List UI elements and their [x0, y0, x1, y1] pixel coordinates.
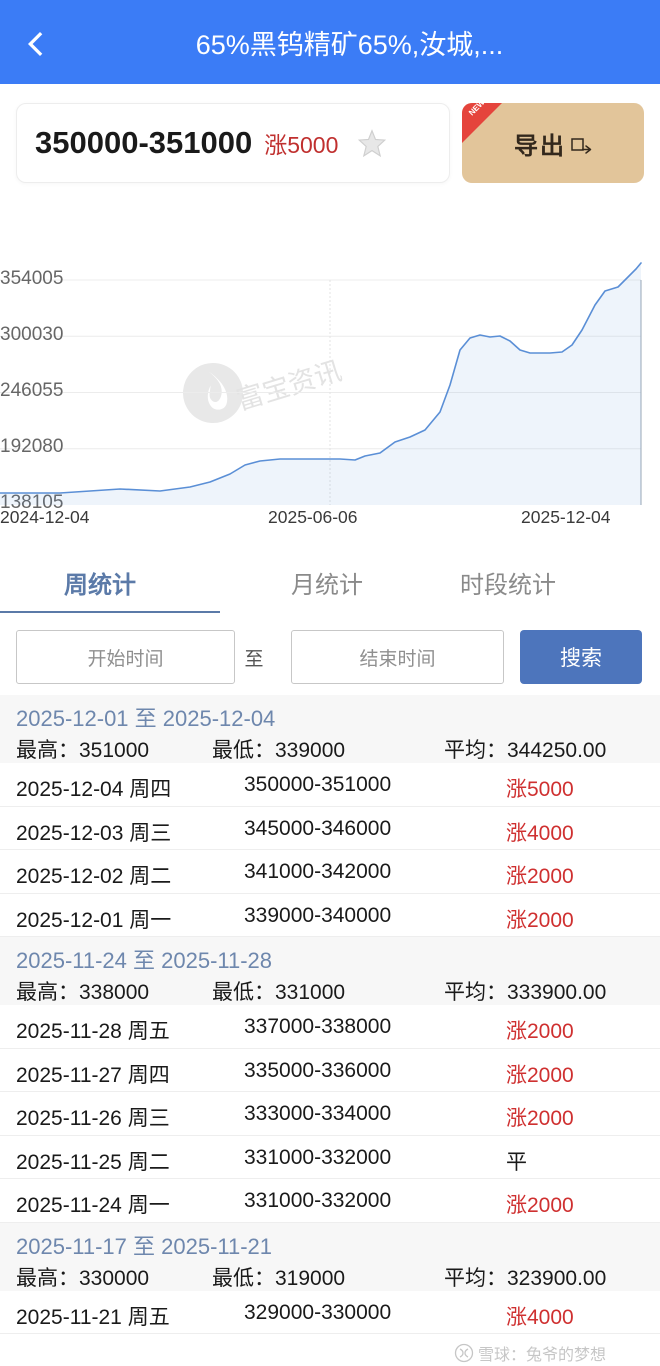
svg-text:300030: 300030	[0, 324, 63, 345]
svg-text:2024-12-04: 2024-12-04	[0, 507, 90, 527]
svg-text:2025-06-06: 2025-06-06	[268, 507, 358, 527]
svg-text:192080: 192080	[0, 436, 63, 457]
svg-text:246055: 246055	[0, 380, 63, 401]
svg-text:354005: 354005	[0, 268, 63, 289]
svg-text:富宝资讯: 富宝资讯	[233, 355, 345, 415]
svg-text:2025-12-04: 2025-12-04	[521, 507, 611, 527]
